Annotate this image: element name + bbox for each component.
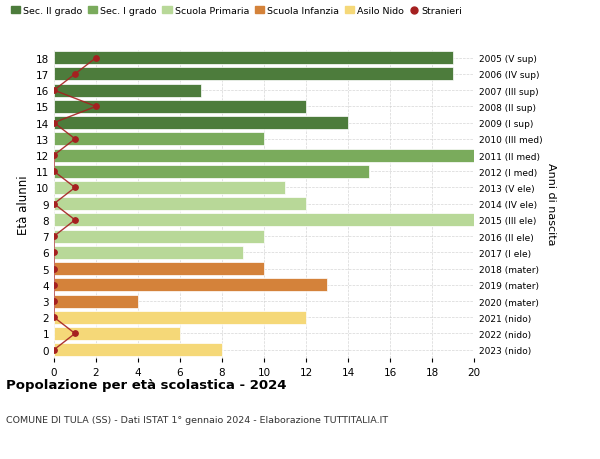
Text: COMUNE DI TULA (SS) - Dati ISTAT 1° gennaio 2024 - Elaborazione TUTTITALIA.IT: COMUNE DI TULA (SS) - Dati ISTAT 1° genn…: [6, 415, 388, 425]
Point: [49, 120, 59, 127]
Bar: [54, 117, 348, 130]
Bar: [54, 149, 474, 162]
Bar: [54, 84, 201, 97]
Point: [70, 136, 80, 143]
Point: [49, 346, 59, 353]
Point: [49, 168, 59, 175]
Bar: [54, 214, 474, 227]
Bar: [54, 198, 306, 211]
Legend: Sec. II grado, Sec. I grado, Scuola Primaria, Scuola Infanzia, Asilo Nido, Stran: Sec. II grado, Sec. I grado, Scuola Prim…: [11, 7, 463, 16]
Point: [70, 330, 80, 337]
Bar: [54, 263, 264, 275]
Point: [49, 281, 59, 289]
Bar: [54, 327, 180, 340]
Bar: [54, 182, 285, 195]
Y-axis label: Età alunni: Età alunni: [17, 174, 31, 234]
Point: [49, 314, 59, 321]
Point: [49, 201, 59, 208]
Y-axis label: Anni di nascita: Anni di nascita: [547, 163, 556, 246]
Bar: [54, 343, 222, 356]
Point: [70, 217, 80, 224]
Text: Popolazione per età scolastica - 2024: Popolazione per età scolastica - 2024: [6, 379, 287, 392]
Bar: [54, 133, 264, 146]
Point: [49, 298, 59, 305]
Bar: [54, 101, 306, 114]
Point: [49, 249, 59, 257]
Point: [49, 265, 59, 273]
Point: [70, 71, 80, 78]
Point: [91, 55, 101, 62]
Bar: [54, 230, 264, 243]
Bar: [54, 311, 306, 324]
Bar: [54, 279, 327, 291]
Bar: [54, 52, 453, 65]
Point: [49, 233, 59, 241]
Point: [49, 87, 59, 95]
Point: [49, 152, 59, 159]
Bar: [54, 295, 138, 308]
Bar: [54, 246, 243, 259]
Bar: [54, 68, 453, 81]
Point: [70, 185, 80, 192]
Point: [91, 103, 101, 111]
Bar: [54, 165, 369, 179]
